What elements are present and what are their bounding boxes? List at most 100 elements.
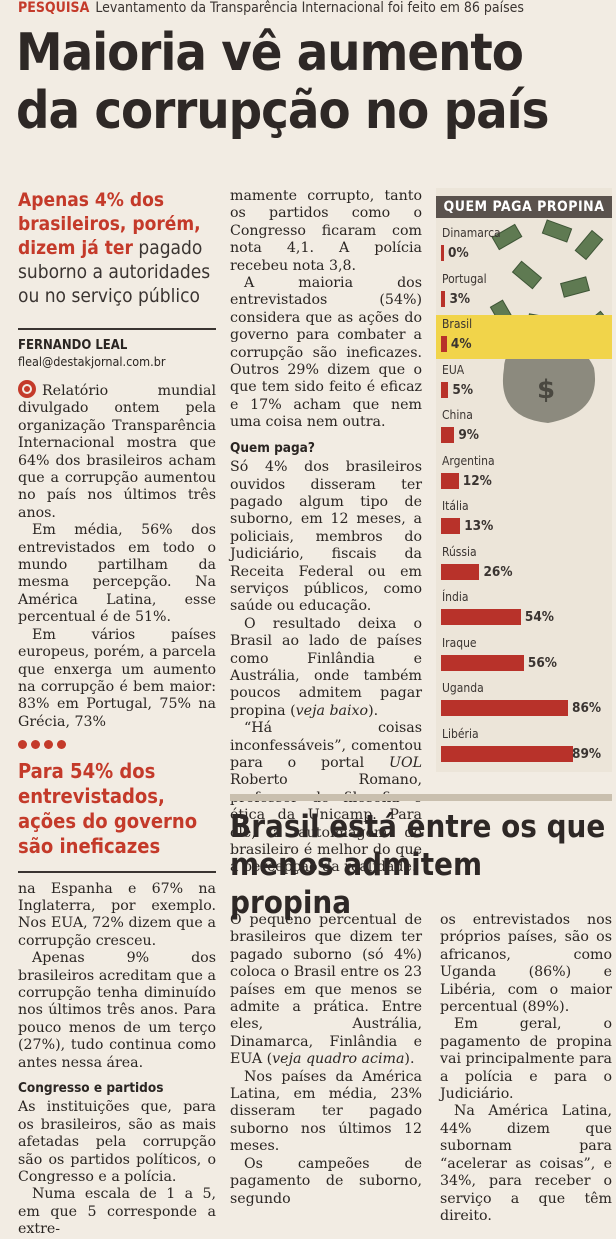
chart-value-label: 3% — [449, 290, 471, 307]
target-bullet-icon — [18, 380, 36, 398]
chart-bar — [441, 609, 521, 625]
chart-row-uganda: Uganda 86% — [436, 679, 612, 723]
chart-row-iraque: Iraque 56% — [436, 634, 612, 678]
section-2-column-b: os entrevistados nos próprios países, sã… — [440, 912, 612, 1225]
headline-line-1: Maioria vê aumento — [16, 23, 524, 83]
column-2: mamente corrupto, tanto os partidos como… — [230, 188, 422, 877]
paragraph-text: Relatório mundial divulgado ontem pela o… — [18, 383, 216, 521]
chart-value-label: 12% — [462, 472, 492, 489]
body-paragraph: Numa escala de 1 a 5, em que 5 correspon… — [18, 1186, 216, 1238]
chart-bar — [441, 427, 455, 443]
chart-bar — [441, 745, 573, 762]
section-label: PESQUISA — [18, 0, 90, 16]
pull-quote-line: entrevistados, — [18, 783, 165, 808]
chart-row-argentina: Argentina 12% — [436, 452, 612, 496]
body-paragraph: O pequeno percentual de brasileiros que … — [230, 912, 422, 1068]
chart-bar — [441, 245, 444, 261]
section-divider-bar — [230, 794, 612, 801]
pull-quote-line: ações do governo — [18, 808, 198, 833]
body-paragraph: Na América Latina, 44% dizem que suborna… — [440, 1103, 612, 1224]
separator-dots — [18, 737, 216, 754]
chart-category-label: EUA — [442, 362, 465, 377]
body-paragraph: na Espanha e 67% na Inglaterra, por exem… — [18, 880, 216, 949]
headline-line-2: da corrupção no país — [16, 81, 550, 141]
chart-bar — [441, 563, 480, 580]
chart-category-label: Argentina — [442, 453, 495, 468]
chart-bar — [441, 654, 524, 671]
kicker: PESQUISA Levantamento da Transparência In… — [18, 0, 524, 16]
body-paragraph: “Há coisas inconfessáveis”, comentou par… — [230, 720, 422, 876]
section-2-headline-line-2: menos admitem propina — [230, 847, 483, 921]
chart-category-label: Iraque — [442, 635, 477, 650]
lede-rest-1: pagado — [132, 237, 203, 259]
chart-category-label: Brasil — [442, 317, 473, 331]
body-paragraph: os entrevistados nos próprios países, sã… — [440, 912, 612, 1016]
body-paragraph: Em vários países europeus, porém, a parc… — [18, 626, 216, 730]
pull-quote: Para 54% dos entrevistados, ações do gov… — [18, 759, 216, 859]
chart-category-label: Uganda — [442, 681, 484, 695]
lede: Apenas 4% dos brasileiros, porém, dizem … — [18, 188, 216, 308]
lede-rest-3: ou no serviço público — [18, 285, 200, 307]
chart-row-dinamarca: Dinamarca 0% — [436, 224, 612, 268]
chart-category-label: Portugal — [442, 271, 487, 286]
section-2-column-a: O pequeno percentual de brasileiros que … — [230, 912, 422, 1208]
subhead-congresso: Congresso e partidos — [18, 1080, 164, 1096]
chart-value-label: 4% — [450, 336, 472, 352]
chart-row-rússia: Rússia 26% — [436, 543, 612, 587]
chart-bar — [441, 381, 449, 398]
chart-category-label: Índia — [442, 590, 469, 604]
chart-row-eua: EUA 5% — [436, 361, 612, 405]
body-paragraph: Só 4% dos brasileiros ouvidos disseram t… — [230, 459, 422, 615]
chart-value-label: 9% — [458, 427, 479, 443]
chart-value-label: 26% — [483, 563, 513, 580]
lede-highlight-2: brasileiros, porém, — [18, 213, 201, 235]
body-paragraph: Em média, 56% dos entrevistados em todo … — [18, 522, 216, 626]
body-paragraph: Em geral, o pagamento de propina vai pri… — [440, 1016, 612, 1103]
chart-category-label: Dinamarca — [442, 226, 501, 240]
chart-category-label: Rússia — [442, 544, 477, 559]
chart-value-label: 56% — [527, 654, 557, 671]
chart-row-libéria: Libéria 89% — [436, 725, 612, 769]
chart-bar — [441, 700, 569, 716]
section-2-headline-line-1: Brasil está entre os que — [230, 809, 606, 845]
chart-row-brasil: Brasil 4% — [436, 315, 612, 359]
headline: Maioria vê aumento da corrupção no país — [16, 24, 612, 140]
pull-quote-line: Para 54% dos — [18, 758, 156, 783]
bribery-chart: QUEM PAGA PROPINA $ Dinamarca 0% Portugal 3… — [436, 188, 612, 772]
body-paragraph: O resultado deixa o Brasil ao lado de pa… — [230, 615, 422, 719]
chart-row-itália: Itália 13% — [436, 497, 612, 541]
body-paragraph: Relatório mundial divulgado ontem pela o… — [18, 380, 216, 522]
chart-category-label: China — [442, 408, 473, 422]
chart-bar — [441, 472, 459, 489]
money-bag-illustration: $ — [489, 219, 611, 423]
kicker-text: Levantamento da Transparência Internacio… — [95, 0, 524, 16]
column-1: Apenas 4% dos brasileiros, porém, dizem … — [18, 188, 216, 1239]
lede-highlight-3: dizem já ter — [18, 237, 133, 259]
body-paragraph: Nos países da América Latina, em média, … — [230, 1068, 422, 1155]
pull-quote-line: são ineficazes — [18, 833, 161, 858]
body-paragraph: Apenas 9% dos brasileiros acreditam que … — [18, 950, 216, 1071]
author-email[interactable]: fleal@destakjornal.com.br — [18, 354, 166, 369]
chart-value-label: 0% — [448, 245, 469, 261]
lede-rest-2: suborno a autoridades — [18, 261, 211, 283]
section-2-headline: Brasil está entre os que menos admitem p… — [230, 808, 612, 922]
chart-value-label: 13% — [464, 518, 494, 534]
author-name: FERNANDO LEAL — [18, 338, 128, 353]
chart-value-label: 86% — [572, 700, 602, 716]
chart-title: QUEM PAGA PROPINA — [436, 196, 612, 218]
chart-bar — [441, 518, 461, 534]
body-paragraph: As instituições que, para os brasileiros… — [18, 1099, 216, 1186]
divider — [18, 870, 216, 873]
svg-text:$: $ — [537, 375, 555, 405]
chart-row-portugal: Portugal 3% — [436, 270, 612, 314]
body-paragraph: mamente corrupto, tanto os partidos como… — [230, 188, 422, 274]
chart-bar — [441, 336, 447, 352]
divider — [18, 328, 216, 330]
lede-highlight-1: Apenas 4% dos — [18, 189, 165, 211]
chart-value-label: 89% — [572, 745, 602, 762]
chart-value-label: 54% — [524, 609, 554, 625]
chart-value-label: 5% — [452, 381, 474, 398]
body-paragraph: A maioria dos entrevistados (54%) consid… — [230, 275, 422, 431]
body-paragraph: Os campeões de pagamento de suborno, seg… — [230, 1155, 422, 1207]
subhead-quem-paga: Quem paga? — [230, 439, 315, 456]
